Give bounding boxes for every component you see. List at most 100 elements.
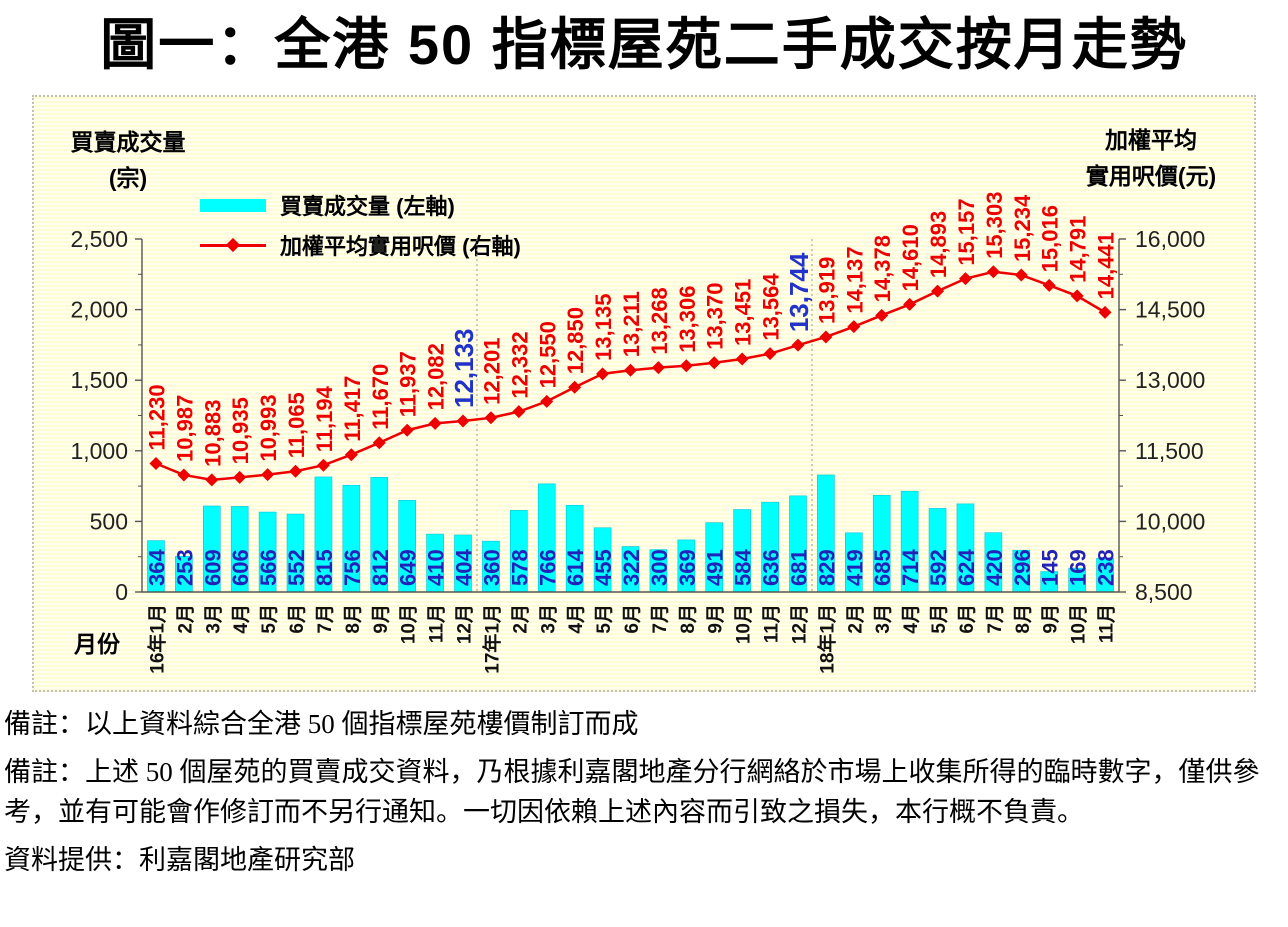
price-label: 11,194: [312, 385, 337, 452]
right-axis-tick-label: 14,500: [1135, 297, 1205, 323]
diamond-marker-icon: [847, 320, 861, 334]
x-tick-label: 5月: [259, 604, 280, 634]
diamond-marker-icon: [177, 468, 191, 482]
x-tick-label: 10月: [399, 604, 420, 644]
x-tick-label: 3月: [538, 604, 559, 634]
price-label: 13,370: [703, 282, 728, 349]
bar-value-label: 552: [284, 549, 309, 586]
bar-value-label: 300: [647, 549, 672, 586]
bar-swatch-icon: [200, 198, 266, 212]
diamond-marker-icon: [428, 416, 442, 430]
right-axis-title-line2: 實用呎價(元): [1085, 162, 1217, 189]
right-axis-tick-label: 8,500: [1135, 579, 1193, 605]
x-tick-label: 3月: [203, 604, 224, 634]
bar-value-label: 578: [507, 549, 532, 586]
x-tick-label: 8月: [1013, 604, 1034, 634]
x-tick-label: 10月: [1069, 604, 1090, 644]
bar-value-label: 609: [200, 549, 225, 586]
x-tick-label: 7月: [650, 604, 671, 634]
x-tick-label: 7月: [315, 604, 336, 634]
bar-value-label: 636: [759, 549, 784, 586]
price-label: 11,230: [144, 384, 169, 450]
diamond-marker-icon: [205, 473, 219, 487]
x-tick-label: 9月: [371, 604, 392, 634]
bar-value-label: 681: [786, 549, 811, 586]
bar-value-label: 624: [954, 549, 979, 586]
bar-value-label: 420: [982, 549, 1007, 586]
price-label: 14,378: [870, 235, 895, 302]
price-label: 10,883: [200, 400, 225, 467]
x-tick-label: 8月: [678, 604, 699, 634]
x-tick-label: 11月: [762, 604, 783, 643]
price-label-december: 12,133: [449, 328, 479, 408]
legend-item-line: 加權平均實用呎價 (右軸): [200, 225, 521, 265]
left-axis-tick-label: 1,000: [70, 438, 128, 464]
bar-value-label: 491: [703, 549, 728, 586]
bar-value-label: 584: [731, 549, 756, 586]
price-label: 13,268: [647, 287, 672, 354]
diamond-marker-icon: [651, 361, 665, 375]
x-tick-label: 2月: [175, 604, 196, 634]
diamond-marker-icon: [289, 464, 303, 478]
bar-value-label: 649: [396, 549, 421, 586]
price-label: 11,065: [284, 392, 309, 458]
page-title: 圖一：全港 50 指標屋苑二手成交按月走勢: [100, 13, 1188, 76]
bar-value-label: 410: [424, 549, 449, 586]
x-tick-label: 3月: [873, 604, 894, 634]
diamond-marker-icon: [372, 436, 386, 450]
diamond-marker-icon: [233, 470, 247, 484]
price-label: 14,893: [926, 211, 951, 278]
price-label: 13,564: [759, 273, 784, 341]
left-axis-tick-label: 500: [90, 508, 128, 534]
diamond-marker-icon: [400, 423, 414, 437]
diamond-marker-icon: [316, 458, 330, 472]
price-label: 13,919: [814, 257, 839, 324]
price-label: 11,417: [340, 376, 365, 442]
bar-value-label: 364: [144, 549, 169, 586]
diamond-marker-icon: [261, 468, 275, 482]
x-tick-label: 17年1月: [480, 604, 503, 674]
diamond-marker-icon: [1042, 278, 1056, 292]
bar-value-label: 404: [452, 549, 477, 586]
price-label: 12,082: [424, 343, 449, 410]
bar-value-label: 614: [563, 549, 588, 586]
diamond-marker-icon: [149, 457, 163, 471]
x-tick-label: 4月: [901, 604, 922, 634]
left-axis-tick-label: 2,000: [70, 297, 128, 323]
bar-value-label: 815: [312, 549, 337, 586]
x-tick-label: 12月: [455, 604, 476, 644]
x-tick-label: 10月: [734, 604, 755, 644]
diamond-marker-icon: [1098, 305, 1112, 319]
right-axis-tick-label: 16,000: [1135, 226, 1205, 252]
diamond-marker-icon: [679, 359, 693, 373]
chart-panel: 買賣成交量 (宗) 加權平均 實用呎價(元) 買賣成交量 (左軸) 加權平均實用…: [32, 95, 1256, 692]
bar-value-label: 369: [675, 549, 700, 586]
bar-value-label: 322: [619, 549, 644, 586]
bar-value-label: 714: [898, 549, 923, 586]
bar-value-label: 685: [870, 549, 895, 586]
x-tick-label: 5月: [594, 604, 615, 634]
x-tick-label: 7月: [985, 604, 1006, 634]
legend: 買賣成交量 (左軸) 加權平均實用呎價 (右軸): [200, 185, 521, 265]
price-label: 10,993: [256, 394, 281, 461]
bar-value-label: 766: [535, 549, 560, 586]
right-axis-title: 加權平均 實用呎價(元): [1056, 123, 1246, 194]
footnote-1: 備註：以上資料綜合全港 50 個指標屋苑樓價制訂而成: [4, 709, 639, 739]
line-swatch-icon: [200, 237, 266, 253]
x-tick-label: 9月: [1041, 604, 1062, 634]
legend-bar-label: 買賣成交量 (左軸): [280, 194, 455, 219]
price-label: 15,016: [1038, 205, 1063, 272]
diamond-marker-icon: [707, 356, 721, 370]
left-axis-title-line2: (宗): [108, 164, 148, 191]
price-label: 15,157: [954, 198, 979, 265]
bar-value-label: 419: [842, 549, 867, 586]
left-axis-title-line1: 買賣成交量: [70, 129, 186, 155]
price-label: 15,303: [982, 192, 1007, 259]
x-tick-label: 4月: [231, 604, 252, 634]
price-label: 13,211: [619, 291, 644, 357]
x-tick-label: 11月: [1097, 604, 1118, 643]
price-label: 13,451: [731, 279, 756, 346]
diamond-marker-icon: [1070, 289, 1084, 303]
diamond-marker-icon: [986, 265, 1000, 279]
right-axis-tick-label: 13,000: [1135, 367, 1205, 393]
